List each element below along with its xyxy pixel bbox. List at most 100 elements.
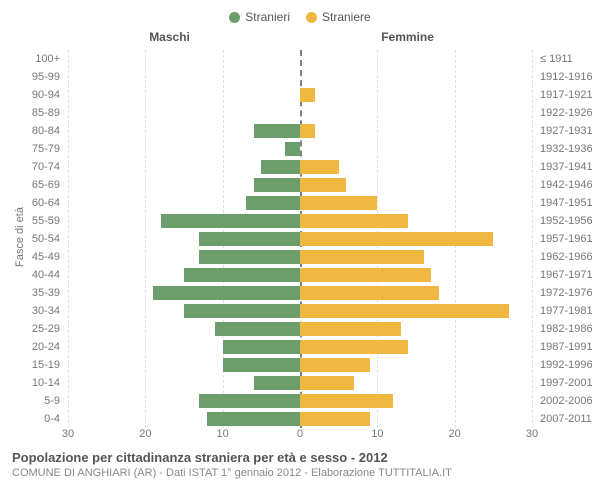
pyramid-row: 80-84 1927-1931: [10, 122, 590, 140]
male-bar: [254, 178, 300, 192]
female-bar: [300, 214, 408, 228]
female-bar: [300, 232, 493, 246]
pyramid-row: 35-391972-1976: [10, 284, 590, 302]
pyramid-row: 95-991912-1916: [10, 68, 590, 86]
header-male: Maschi: [149, 30, 190, 44]
pyramid-row: 40-441967-1971: [10, 266, 590, 284]
male-bar: [161, 214, 300, 228]
birth-year-label: 2002-2006: [540, 392, 593, 410]
male-bar: [254, 376, 300, 390]
age-label: 25-29: [10, 320, 60, 338]
legend: Stranieri Straniere: [10, 10, 590, 26]
male-bar: [153, 286, 300, 300]
birth-year-label: 1942-1946: [540, 176, 593, 194]
female-bar: [300, 178, 346, 192]
age-label: 15-19: [10, 356, 60, 374]
x-tick-label: 30: [526, 428, 538, 440]
age-label: 85-89: [10, 104, 60, 122]
age-label: 0-4: [10, 410, 60, 428]
male-bar: [199, 250, 300, 264]
female-bar: [300, 88, 315, 102]
birth-year-label: 1962-1966: [540, 248, 593, 266]
female-bar: [300, 394, 393, 408]
birth-year-label: 1992-1996: [540, 356, 593, 374]
female-bar: [300, 340, 408, 354]
birth-year-label: 1947-1951: [540, 194, 593, 212]
pyramid-row: 30-34 1977-1981: [10, 302, 590, 320]
female-bar: [300, 286, 439, 300]
plot-area: Fasce di età Anni di nascita 100+≤ 19119…: [10, 50, 590, 428]
birth-year-label: 1937-1941: [540, 158, 593, 176]
x-tick-label: 0: [297, 428, 303, 440]
age-label: 10-14: [10, 374, 60, 392]
birth-year-label: 1957-1961: [540, 230, 593, 248]
age-label: 5-9: [10, 392, 60, 410]
pyramid-row: 10-14 1997-2001: [10, 374, 590, 392]
age-label: 95-99: [10, 68, 60, 86]
pyramid-row: 70-74 1937-1941: [10, 158, 590, 176]
pyramid-row: 75-791932-1936: [10, 140, 590, 158]
pyramid-row: 100+ ≤ 1911: [10, 50, 590, 68]
age-label: 30-34: [10, 302, 60, 320]
legend-swatch: [229, 12, 240, 23]
female-bar: [300, 268, 431, 282]
female-bar: [300, 196, 377, 210]
legend-label: Stranieri: [245, 10, 290, 24]
pyramid-row: 50-54 1957-1961: [10, 230, 590, 248]
x-tick-label: 10: [217, 428, 229, 440]
birth-year-label: 1982-1986: [540, 320, 593, 338]
age-label: 90-94: [10, 86, 60, 104]
age-label: 65-69: [10, 176, 60, 194]
male-bar: [184, 268, 300, 282]
age-label: 20-24: [10, 338, 60, 356]
birth-year-label: 1977-1981: [540, 302, 593, 320]
x-tick-label: 30: [62, 428, 74, 440]
male-bar: [223, 340, 300, 354]
male-bar: [184, 304, 300, 318]
pyramid-row: 0-4 2007-2011: [10, 410, 590, 428]
birth-year-label: 1927-1931: [540, 122, 593, 140]
birth-year-label: 1932-1936: [540, 140, 593, 158]
pyramid-row: 15-19 1992-1996: [10, 356, 590, 374]
birth-year-label: 1987-1991: [540, 338, 593, 356]
age-label: 40-44: [10, 266, 60, 284]
chart-title: Popolazione per cittadinanza straniera p…: [12, 450, 588, 465]
legend-item: Straniere: [306, 10, 371, 24]
column-headers: Maschi Femmine: [10, 30, 590, 48]
male-bar: [199, 394, 300, 408]
pyramid-row: 65-69 1942-1946: [10, 176, 590, 194]
chart-footer: Popolazione per cittadinanza straniera p…: [10, 444, 590, 479]
age-label: 50-54: [10, 230, 60, 248]
legend-swatch: [306, 12, 317, 23]
population-pyramid-chart: StranieriStraniere Maschi Femmine Fasce …: [0, 0, 600, 500]
male-bar: [207, 412, 300, 426]
age-label: 70-74: [10, 158, 60, 176]
x-tick-label: 20: [139, 428, 151, 440]
female-bar: [300, 160, 339, 174]
age-label: 100+: [10, 50, 60, 68]
pyramid-row: 5-9 2002-2006: [10, 392, 590, 410]
female-bar: [300, 358, 370, 372]
male-bar: [254, 124, 300, 138]
female-bar: [300, 250, 424, 264]
birth-year-label: 1917-1921: [540, 86, 593, 104]
age-label: 80-84: [10, 122, 60, 140]
legend-item: Stranieri: [229, 10, 290, 24]
birth-year-label: ≤ 1911: [540, 50, 573, 68]
age-label: 60-64: [10, 194, 60, 212]
birth-year-label: 2007-2011: [540, 410, 592, 428]
male-bar: [215, 322, 300, 336]
pyramid-row: 90-94 1917-1921: [10, 86, 590, 104]
male-bar: [246, 196, 300, 210]
pyramid-row: 45-491962-1966: [10, 248, 590, 266]
pyramid-row: 60-64 1947-1951: [10, 194, 590, 212]
birth-year-label: 1997-2001: [540, 374, 593, 392]
pyramid-row: 55-591952-1956: [10, 212, 590, 230]
male-bar: [285, 142, 300, 156]
x-axis: 3020100102030: [10, 428, 590, 444]
birth-year-label: 1922-1926: [540, 104, 593, 122]
male-bar: [223, 358, 300, 372]
header-female: Femmine: [381, 30, 434, 44]
x-tick-label: 10: [371, 428, 383, 440]
age-label: 55-59: [10, 212, 60, 230]
